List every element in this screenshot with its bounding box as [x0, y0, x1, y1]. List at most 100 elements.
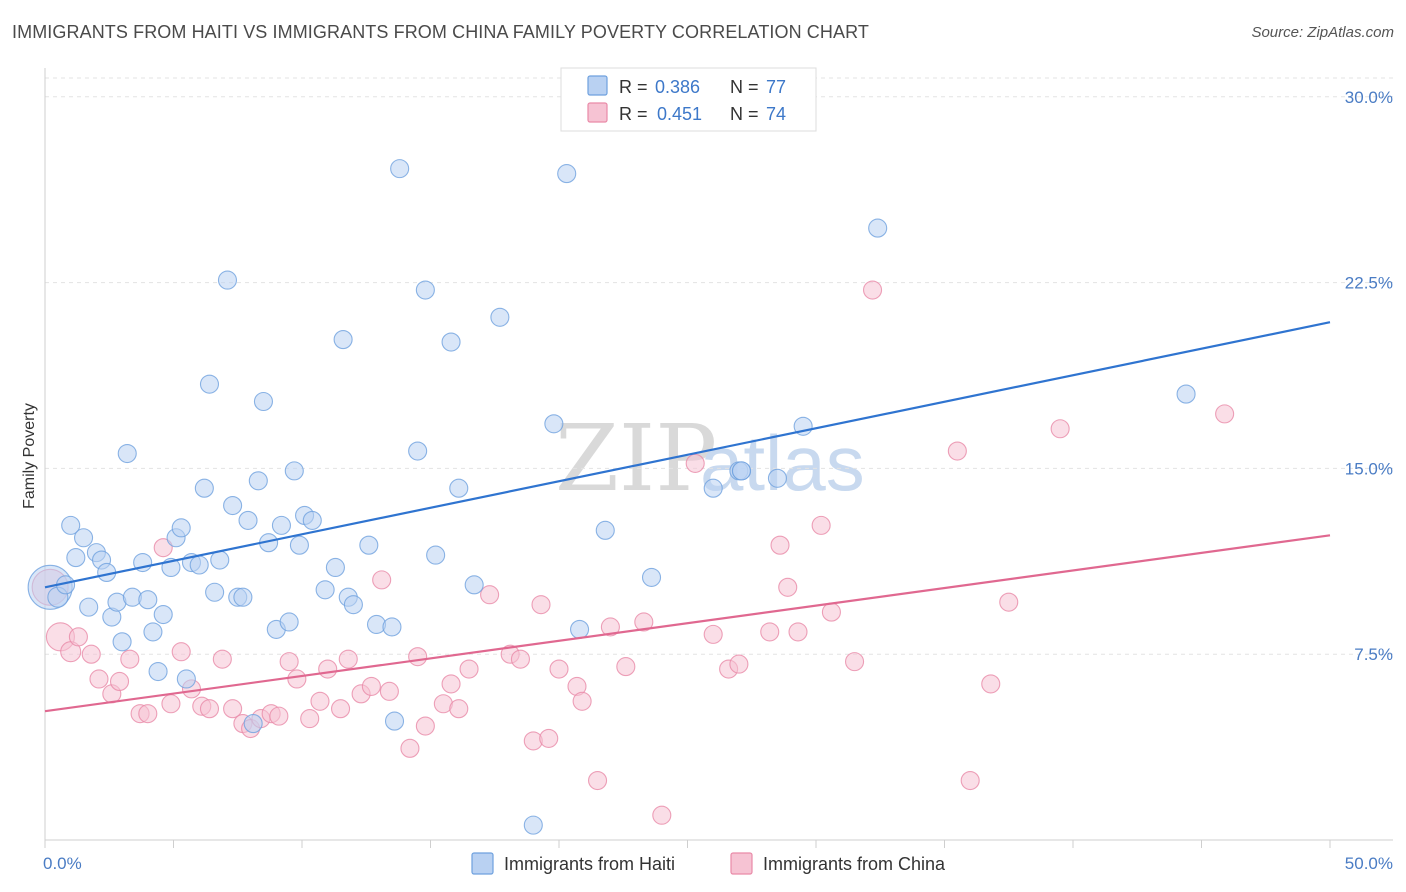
- haiti-point: [449, 478, 469, 498]
- china-point: [770, 535, 790, 555]
- haiti-point: [243, 714, 263, 734]
- china-point: [510, 649, 531, 669]
- haiti-point: [302, 510, 322, 530]
- haiti-point: [441, 332, 461, 352]
- haiti-point: [138, 590, 158, 610]
- china-point: [287, 669, 307, 689]
- y-axis-label: Family Poverty: [21, 403, 38, 509]
- china-point: [600, 617, 620, 637]
- china-point: [572, 691, 592, 711]
- china-point: [652, 805, 672, 825]
- haiti-point: [570, 619, 590, 639]
- china-point: [223, 699, 243, 719]
- china-point: [531, 595, 551, 615]
- china-point: [960, 770, 980, 791]
- haiti-point: [284, 461, 304, 481]
- haiti-point: [66, 548, 86, 568]
- legend-china-r-value: 0.451: [657, 104, 702, 124]
- china-point: [449, 699, 469, 719]
- haiti-point: [464, 575, 484, 595]
- haiti-point: [315, 580, 335, 600]
- legend-china-swatch: [587, 102, 608, 123]
- haiti-point: [233, 587, 253, 607]
- china-point: [318, 659, 338, 679]
- haiti-point: [153, 605, 173, 625]
- haiti-point: [868, 218, 888, 238]
- china-point: [372, 570, 392, 590]
- haiti-point: [325, 557, 345, 578]
- haiti-point: [194, 478, 214, 498]
- haiti-point: [253, 391, 274, 412]
- china-point: [539, 728, 559, 748]
- haiti-trend-line: [44, 321, 1331, 589]
- legend-haiti-r-value: 0.386: [655, 77, 700, 97]
- china-point: [729, 654, 749, 674]
- china-point: [153, 538, 173, 558]
- china-point: [1050, 419, 1070, 439]
- haiti-point: [384, 711, 405, 731]
- china-point: [999, 592, 1019, 612]
- haiti-point: [271, 515, 291, 535]
- legend-haiti-n-label: N =: [730, 77, 759, 97]
- haiti-point: [703, 478, 723, 498]
- china-point: [811, 515, 831, 535]
- legend-haiti-n-value: 77: [766, 77, 786, 97]
- haiti-point: [205, 582, 225, 602]
- china-point: [171, 642, 191, 662]
- china-point: [1215, 404, 1235, 424]
- china-point: [361, 676, 381, 696]
- haiti-point: [557, 164, 577, 184]
- bottom-legend-haiti-swatch: [471, 852, 494, 875]
- china-point: [862, 280, 883, 300]
- legend-haiti-r-label: R =: [619, 77, 648, 97]
- china-point: [408, 647, 428, 667]
- bottom-legend-china-label: Immigrants from China: [763, 854, 946, 874]
- china-point: [821, 602, 841, 622]
- haiti-point: [74, 528, 94, 548]
- china-point: [441, 674, 461, 694]
- haiti-point: [426, 545, 446, 565]
- china-point: [81, 644, 101, 664]
- china-point: [212, 649, 232, 669]
- haiti-point: [641, 567, 662, 587]
- haiti-point: [382, 617, 402, 637]
- china-point: [199, 699, 220, 719]
- china-point: [269, 706, 289, 726]
- china-point: [400, 738, 420, 758]
- haiti-point: [238, 510, 258, 530]
- legend-china-r-label: R =: [619, 104, 648, 124]
- haiti-point: [112, 632, 132, 652]
- china-point: [459, 659, 479, 679]
- haiti-point: [490, 307, 510, 327]
- haiti-point: [176, 669, 196, 689]
- axes: [44, 68, 1393, 848]
- china-point: [587, 770, 608, 791]
- y-tick-label: 7.5%: [1354, 645, 1393, 664]
- haiti-point: [359, 535, 379, 555]
- china-point: [634, 612, 654, 632]
- china-point: [844, 652, 865, 672]
- watermark-atlas: atlas: [700, 419, 865, 507]
- china-point: [109, 671, 130, 691]
- china-point: [300, 709, 320, 729]
- china-point: [778, 577, 798, 597]
- china-point: [310, 691, 330, 711]
- haiti-point: [333, 330, 353, 350]
- china-point: [415, 716, 435, 736]
- gridlines: [45, 77, 1393, 655]
- haiti-point: [248, 471, 268, 491]
- haiti-point: [523, 815, 543, 835]
- haiti-point: [217, 270, 238, 290]
- haiti-points: [27, 159, 1196, 835]
- china-point: [760, 622, 780, 642]
- china-point: [330, 699, 351, 719]
- haiti-point: [210, 550, 230, 570]
- y-tick-labels: 7.5% 15.0% 22.5% 30.0%: [1345, 88, 1393, 664]
- haiti-point: [415, 280, 435, 300]
- haiti-point: [408, 441, 428, 461]
- haiti-point: [595, 520, 615, 540]
- china-point: [788, 622, 808, 642]
- y-tick-label: 30.0%: [1345, 88, 1393, 107]
- china-point: [68, 627, 88, 647]
